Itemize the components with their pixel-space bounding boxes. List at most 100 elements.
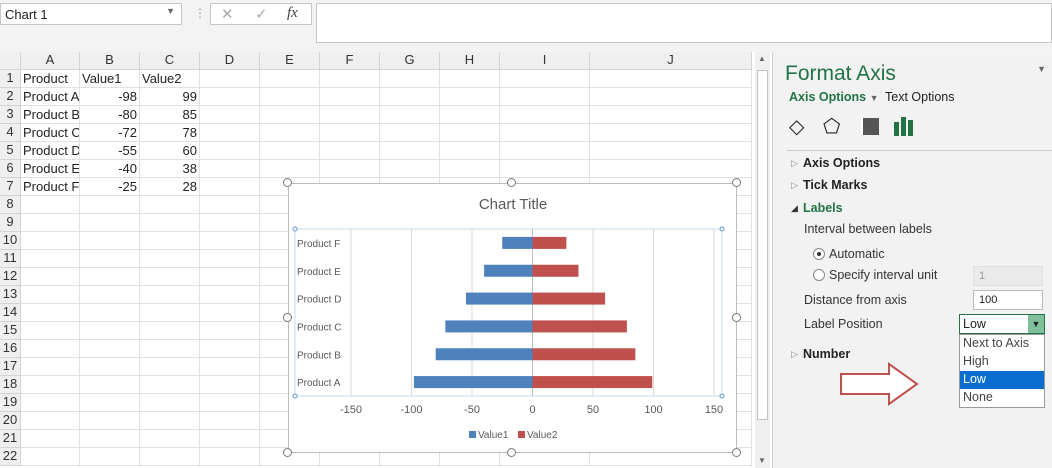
cell[interactable] (200, 340, 260, 358)
cell[interactable] (260, 70, 320, 88)
cell[interactable] (590, 160, 752, 178)
section-tick-marks[interactable]: Tick Marks (803, 178, 868, 192)
cell[interactable] (21, 214, 80, 232)
cell[interactable] (140, 214, 200, 232)
cell[interactable]: 85 (140, 106, 200, 124)
cell[interactable] (140, 448, 200, 466)
cell[interactable] (590, 88, 752, 106)
cell[interactable] (500, 88, 590, 106)
cell[interactable] (200, 322, 260, 340)
option-none[interactable]: None (963, 390, 993, 404)
cell[interactable]: 60 (140, 142, 200, 160)
column-header[interactable]: G (380, 52, 440, 70)
select-all-corner[interactable] (0, 52, 21, 70)
cell[interactable]: 78 (140, 124, 200, 142)
row-header[interactable]: 19 (0, 394, 21, 412)
cell[interactable] (440, 70, 500, 88)
cell[interactable] (200, 286, 260, 304)
cell[interactable]: -98 (80, 88, 140, 106)
cell[interactable] (140, 232, 200, 250)
column-header[interactable]: E (260, 52, 320, 70)
cell[interactable] (80, 196, 140, 214)
cell[interactable] (80, 430, 140, 448)
plot-handle[interactable] (719, 226, 725, 232)
tab-text-options[interactable]: Text Options (885, 90, 955, 104)
row-header[interactable]: 20 (0, 412, 21, 430)
cell[interactable] (320, 70, 380, 88)
cell[interactable] (21, 232, 80, 250)
cell[interactable] (200, 394, 260, 412)
cell[interactable] (80, 304, 140, 322)
scroll-down-icon[interactable]: ▼ (758, 456, 766, 465)
cell[interactable] (21, 322, 80, 340)
cell[interactable] (260, 88, 320, 106)
column-header[interactable]: B (80, 52, 140, 70)
row-header[interactable]: 2 (0, 88, 21, 106)
cell[interactable] (590, 70, 752, 88)
plot-handle[interactable] (292, 226, 298, 232)
cell[interactable] (260, 142, 320, 160)
chevron-down-icon[interactable]: ▼ (1028, 315, 1044, 333)
cell[interactable] (21, 448, 80, 466)
row-header[interactable]: 7 (0, 178, 21, 196)
cell[interactable] (500, 106, 590, 124)
cell[interactable]: Product B (21, 106, 80, 124)
cell[interactable] (21, 376, 80, 394)
section-labels[interactable]: Labels (803, 201, 843, 215)
cell[interactable] (140, 250, 200, 268)
cell[interactable] (380, 70, 440, 88)
cell[interactable]: Product C (21, 124, 80, 142)
cell[interactable] (440, 124, 500, 142)
cell[interactable] (500, 124, 590, 142)
cell[interactable] (140, 394, 200, 412)
row-header[interactable]: 16 (0, 340, 21, 358)
effects-icon[interactable]: ⬠ (823, 116, 841, 138)
cell[interactable] (21, 430, 80, 448)
cell[interactable] (80, 358, 140, 376)
cell[interactable] (200, 178, 260, 196)
cell[interactable]: -55 (80, 142, 140, 160)
row-header[interactable]: 8 (0, 196, 21, 214)
row-header[interactable]: 4 (0, 124, 21, 142)
expand-icon[interactable]: ▷ (791, 349, 798, 359)
cell[interactable]: Value2 (140, 70, 200, 88)
cell[interactable] (590, 448, 752, 466)
resize-handle[interactable] (283, 178, 292, 187)
cell[interactable] (80, 250, 140, 268)
cell[interactable]: -80 (80, 106, 140, 124)
resize-handle[interactable] (507, 448, 516, 457)
cell[interactable] (320, 88, 380, 106)
row-header[interactable]: 1 (0, 70, 21, 88)
cell[interactable] (21, 340, 80, 358)
row-header[interactable]: 10 (0, 232, 21, 250)
section-number[interactable]: Number (803, 347, 851, 361)
cell[interactable] (320, 142, 380, 160)
cell[interactable] (200, 430, 260, 448)
cell[interactable] (21, 250, 80, 268)
cell[interactable] (380, 124, 440, 142)
panel-menu-icon[interactable]: ▼ (1037, 64, 1046, 74)
cell[interactable] (380, 448, 440, 466)
cell[interactable] (200, 268, 260, 286)
cell[interactable] (140, 412, 200, 430)
cell[interactable]: -40 (80, 160, 140, 178)
row-header[interactable]: 18 (0, 376, 21, 394)
cell[interactable] (320, 160, 380, 178)
cell[interactable] (200, 196, 260, 214)
cell[interactable] (590, 106, 752, 124)
cell[interactable] (200, 250, 260, 268)
column-header[interactable]: J (590, 52, 752, 70)
column-header[interactable]: A (21, 52, 80, 70)
cell[interactable] (260, 124, 320, 142)
cell[interactable] (200, 358, 260, 376)
cell[interactable] (21, 304, 80, 322)
cell[interactable] (80, 412, 140, 430)
label-position-select[interactable]: Low ▼ (959, 314, 1045, 334)
row-header[interactable]: 14 (0, 304, 21, 322)
cell[interactable] (80, 268, 140, 286)
plot-handle[interactable] (719, 393, 725, 399)
cell[interactable]: Product E (21, 160, 80, 178)
resize-handle[interactable] (732, 448, 741, 457)
cell[interactable] (200, 124, 260, 142)
legend-label[interactable]: Value2 (527, 430, 558, 441)
